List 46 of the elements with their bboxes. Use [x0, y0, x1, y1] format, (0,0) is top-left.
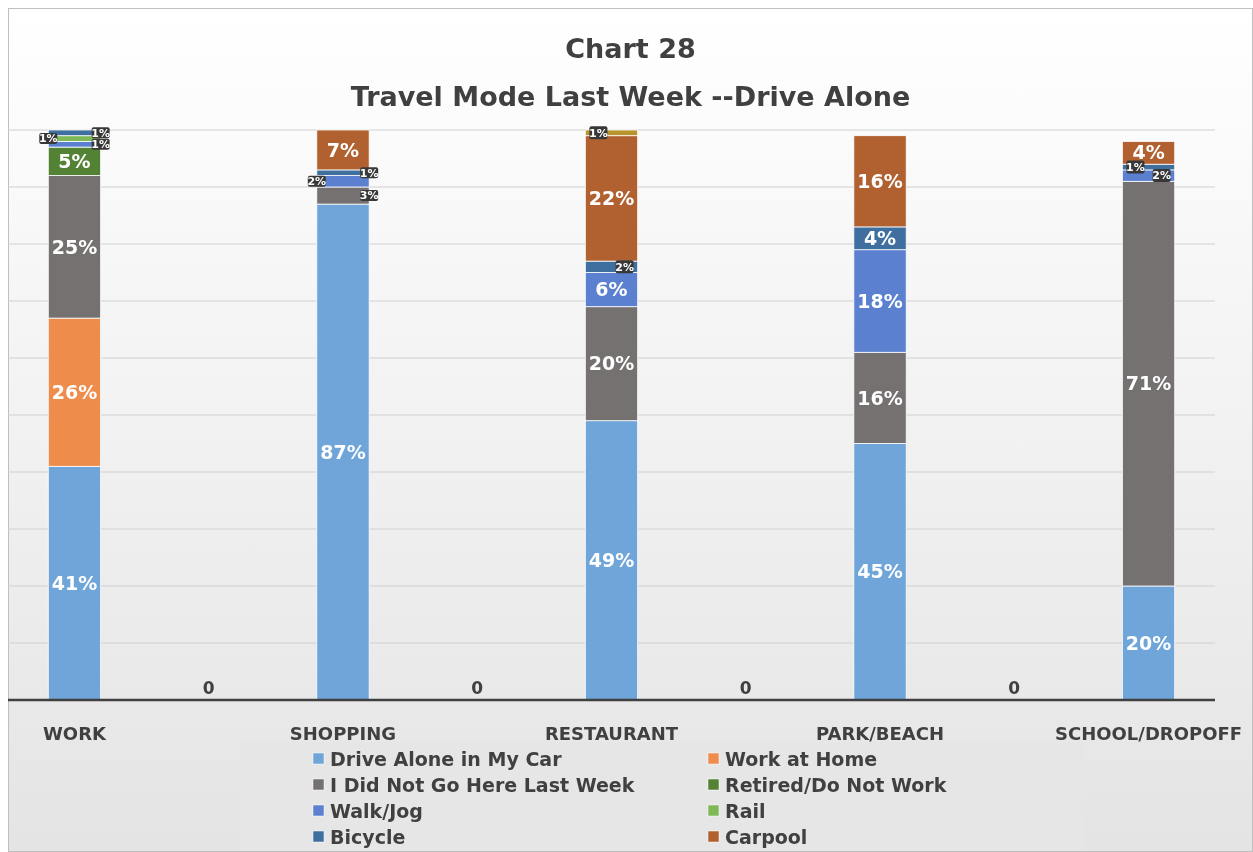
data-label: 16%	[857, 386, 903, 409]
data-label: 20%	[588, 352, 635, 375]
data-label: 87%	[320, 440, 366, 463]
data-label: 1%	[589, 126, 608, 140]
data-label: 7%	[326, 138, 360, 161]
data-label: 41%	[51, 571, 98, 594]
data-label: 49%	[588, 549, 635, 571]
legend-label: Walk/Jog	[330, 799, 423, 822]
data-label: 1%	[91, 138, 110, 152]
data-label: 20%	[1125, 631, 1172, 654]
data-label: 3%	[359, 189, 379, 203]
data-label: 1%	[1126, 160, 1145, 174]
x-tick-label: SCHOOL/DROPOFF	[1055, 723, 1243, 744]
x-tick-label: RESTAURANT	[544, 723, 679, 744]
data-label: 16%	[857, 169, 903, 192]
chart-title: Chart 28	[565, 33, 696, 64]
legend-label: Drive Alone in My Car	[330, 747, 563, 770]
data-label: 71%	[1125, 372, 1172, 395]
data-label: 1%	[359, 166, 379, 180]
data-label: 0	[739, 677, 752, 698]
x-tick-label: PARK/BEACH	[815, 723, 945, 744]
data-label: 2%	[615, 260, 634, 274]
x-tick-label: WORK	[42, 723, 107, 744]
data-label: 0	[1008, 677, 1021, 698]
legend-label: Rail	[725, 799, 766, 822]
data-label: 1%	[91, 126, 110, 140]
data-label: 26%	[51, 380, 98, 403]
data-label: 1%	[38, 132, 58, 146]
data-label: 18%	[857, 289, 903, 312]
data-label: 2%	[1152, 169, 1171, 183]
legend-label: Work at Home	[725, 747, 878, 770]
legend-label: I Did Not Go Here Last Week	[330, 773, 635, 796]
data-label: 45%	[857, 560, 903, 583]
data-label: 6%	[595, 278, 628, 301]
data-label: 5%	[58, 150, 91, 172]
legend-label: Carpool	[725, 825, 808, 848]
data-label: 0	[471, 677, 484, 698]
legend-label: Retired/Do Not Work	[725, 773, 947, 796]
chart-subtitle: Travel Mode Last Week --Drive Alone	[350, 81, 911, 112]
x-tick-label: SHOPPING	[289, 723, 397, 744]
data-label: 22%	[588, 187, 635, 210]
data-label: 0	[202, 677, 215, 698]
data-label: 2%	[307, 175, 327, 189]
legend-label: Bicycle	[330, 825, 406, 848]
data-label: 4%	[863, 226, 897, 249]
data-label: 25%	[51, 235, 98, 258]
